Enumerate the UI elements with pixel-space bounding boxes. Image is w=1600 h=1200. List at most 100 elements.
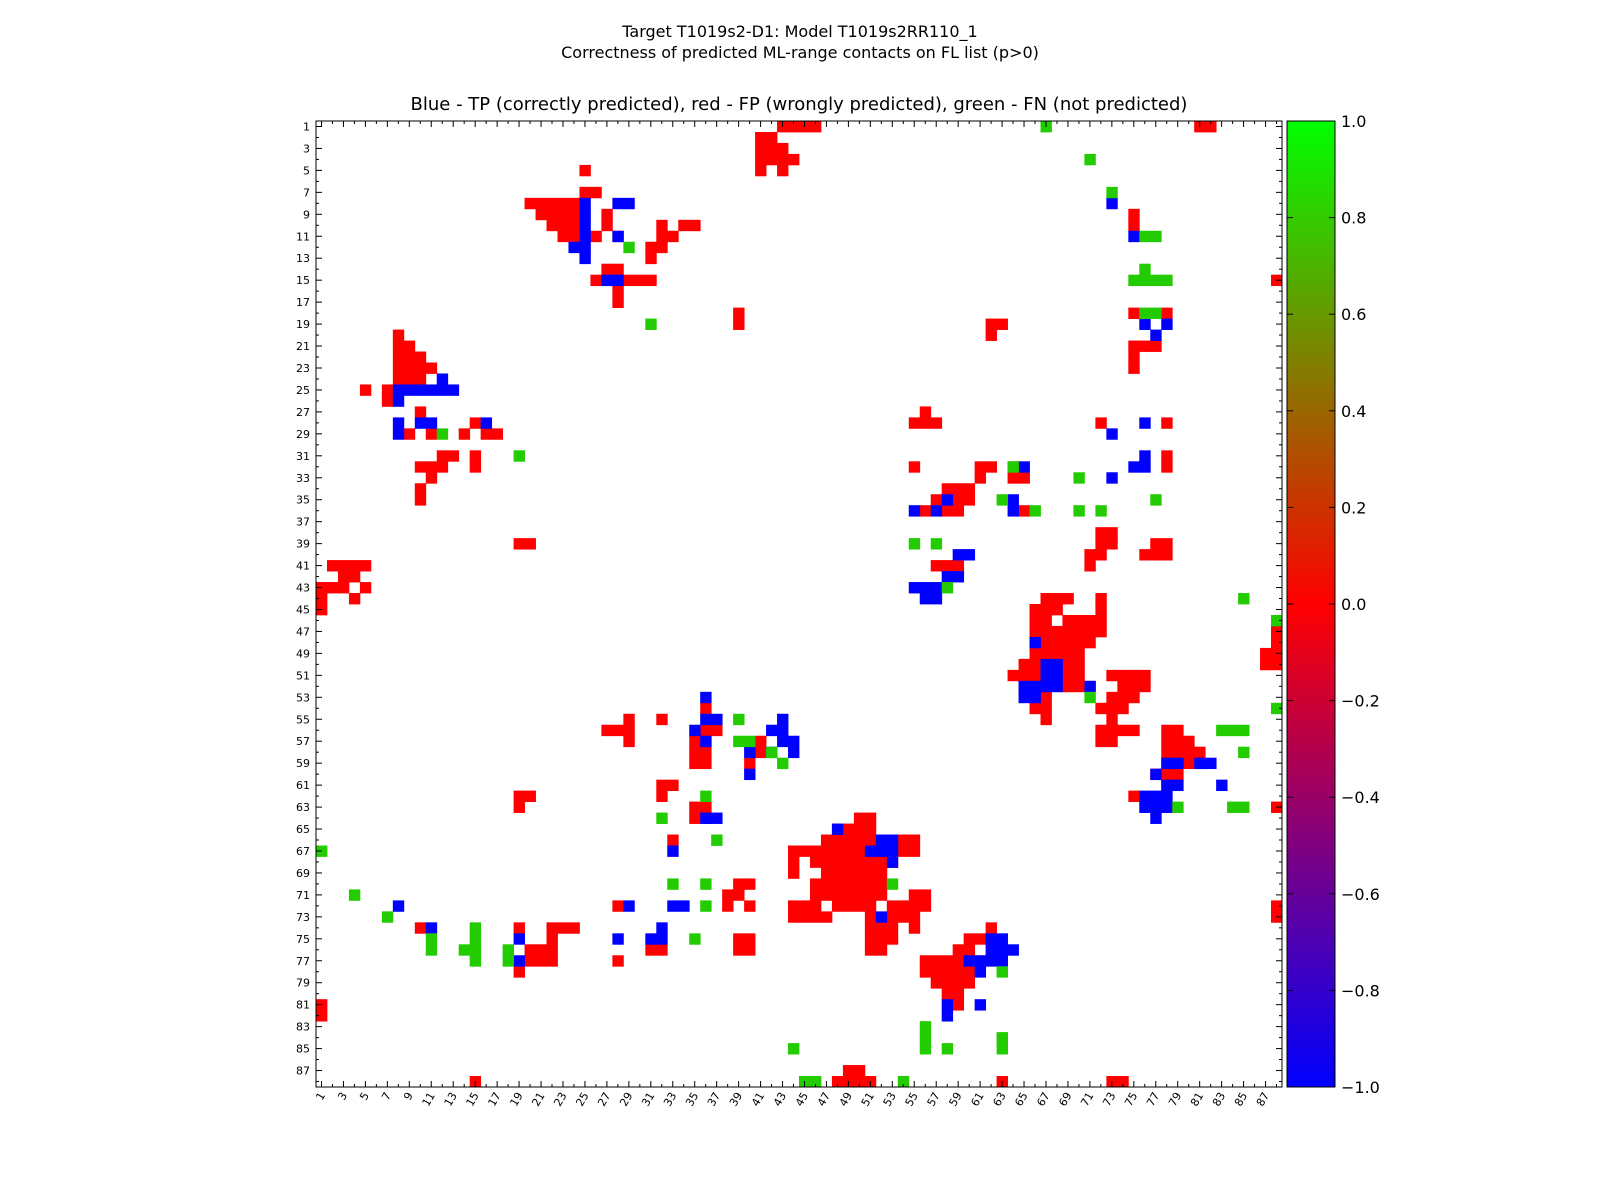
cell-fp [1128, 724, 1140, 737]
cell-fp [1051, 593, 1063, 605]
cell-fp [1095, 614, 1107, 627]
cell-tp [941, 999, 954, 1011]
x-tick-label: 45 [793, 1090, 811, 1109]
x-tick-label: 3 [335, 1090, 350, 1103]
cell-tp [414, 384, 427, 396]
cell-fn [1238, 801, 1250, 813]
cell-fp [1073, 614, 1085, 627]
cell-fp [546, 933, 558, 945]
cell-fp [908, 834, 921, 846]
cell-fp [535, 955, 547, 967]
cell-fp [1172, 724, 1184, 737]
y-tick-label: 21 [296, 340, 310, 353]
cell-tp [700, 812, 712, 824]
cell-fp [744, 900, 756, 912]
cell-tp [568, 241, 580, 254]
cell-fp [557, 208, 569, 221]
cell-fp [831, 878, 844, 890]
cell-tp [963, 955, 976, 967]
cell-fp [952, 999, 965, 1011]
cell-tp [601, 274, 613, 287]
cell-fp [897, 845, 910, 857]
cell-fp [897, 900, 910, 912]
cell-fp [546, 197, 558, 210]
cell-fp [1007, 472, 1019, 484]
cell-tp [919, 593, 932, 605]
x-tick-label: 77 [1144, 1090, 1162, 1109]
cell-tp [579, 219, 591, 232]
x-tick-label: 51 [859, 1090, 877, 1109]
cell-fp [930, 417, 943, 429]
cell-fp [788, 153, 800, 166]
cell-fp [1128, 790, 1140, 802]
cell-fp [656, 219, 668, 232]
cell-fp [667, 779, 679, 792]
cell-fp [1139, 680, 1151, 693]
cell-fp [1073, 636, 1085, 649]
cell-tp [513, 955, 525, 967]
cell-fp [469, 450, 482, 462]
x-tick-label: 35 [683, 1090, 701, 1109]
cell-fp [853, 812, 866, 824]
cell-fp [403, 351, 416, 363]
cell-fp [864, 856, 877, 868]
x-axis: 1 3 5 7 9 11 13 15 17 19 21 23 25 27 29 31 33 35 37 39 41 43 4… [313, 121, 1278, 1109]
cell-fp [546, 955, 558, 967]
cell-fp [656, 241, 668, 254]
y-tick-label: 1 [303, 120, 310, 133]
cell-tp [930, 593, 943, 605]
cell-fp [820, 834, 833, 846]
cell-fp [952, 560, 965, 572]
cell-fn [1073, 472, 1085, 484]
cell-tp [1029, 636, 1041, 649]
cell-tp [1161, 318, 1173, 330]
cell-fn [469, 955, 482, 967]
cell-fp [886, 900, 899, 912]
y-tick-label: 17 [296, 296, 310, 309]
cell-fp [875, 878, 888, 890]
cell-tp [700, 691, 712, 704]
cell-fp [1051, 647, 1063, 660]
cell-fn [348, 889, 361, 901]
cell-fp [1106, 669, 1118, 682]
cell-fp [1095, 538, 1107, 550]
y-tick-label: 37 [296, 516, 310, 529]
cell-fp [952, 505, 965, 517]
cell-fp [392, 362, 405, 374]
x-tick-label: 69 [1056, 1090, 1074, 1109]
cell-fp [513, 538, 525, 550]
cell-fp [1029, 669, 1041, 682]
cell-fp [557, 219, 569, 232]
cell-tp [1139, 461, 1151, 473]
cell-tp [864, 845, 877, 857]
cell-fn [809, 1076, 822, 1088]
cell-fp [546, 944, 558, 956]
cell-fp [809, 121, 822, 133]
cell-fp [381, 395, 394, 407]
y-tick-label: 63 [296, 801, 310, 814]
cell-fp [612, 724, 624, 737]
cell-tp [392, 900, 405, 912]
cell-fp [875, 889, 888, 901]
cell-fp [1062, 636, 1074, 649]
cell-fp [799, 900, 811, 912]
cell-fp [458, 428, 471, 440]
cell-fp [985, 329, 997, 341]
cell-fp [557, 230, 569, 243]
cell-fp [645, 252, 657, 265]
cell-fp [1018, 658, 1030, 671]
cell-tp [886, 834, 899, 846]
cell-fp [788, 845, 800, 857]
cell-tp [1029, 691, 1041, 704]
cell-tp [788, 735, 800, 748]
cell-fp [1062, 625, 1074, 638]
cell-tp [941, 1010, 954, 1022]
cell-fp [1271, 636, 1283, 649]
cell-fp [1271, 658, 1283, 671]
cell-tp [1007, 944, 1019, 956]
y-tick-label: 29 [296, 428, 310, 441]
cell-fp [941, 977, 954, 989]
cell-tp [908, 582, 921, 594]
cell-tp [623, 197, 635, 210]
cell-fp [667, 230, 679, 243]
